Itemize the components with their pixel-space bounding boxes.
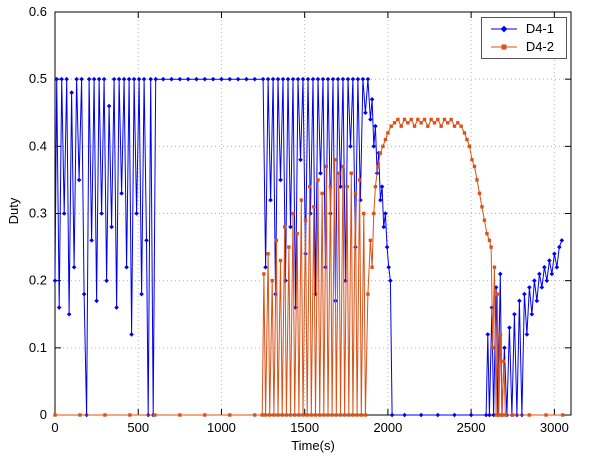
svg-text:0: 0 [51, 420, 58, 435]
legend-label-d4-2: D4-2 [525, 39, 554, 54]
legend-item-d4-1: D4-1 [489, 21, 554, 36]
svg-text:0.1: 0.1 [29, 340, 47, 355]
legend-item-d4-2: D4-2 [489, 39, 554, 54]
svg-text:0.4: 0.4 [29, 138, 47, 153]
legend-label-d4-1: D4-1 [525, 21, 554, 36]
svg-text:500: 500 [127, 420, 149, 435]
x-axis-label: Time(s) [291, 438, 335, 453]
svg-text:0.3: 0.3 [29, 206, 47, 221]
legend: D4-1 D4-2 [480, 17, 567, 59]
svg-text:0.2: 0.2 [29, 273, 47, 288]
svg-text:1000: 1000 [207, 420, 236, 435]
svg-text:0: 0 [40, 407, 47, 422]
svg-text:3000: 3000 [540, 420, 569, 435]
svg-text:2500: 2500 [457, 420, 486, 435]
svg-text:1500: 1500 [290, 420, 319, 435]
svg-text:2000: 2000 [373, 420, 402, 435]
svg-text:0.5: 0.5 [29, 71, 47, 86]
svg-text:0.6: 0.6 [29, 4, 47, 19]
y-axis-label: Duty [6, 197, 21, 225]
d4-2-line-marker-icon [490, 44, 517, 50]
d4-1-line-marker-icon [490, 25, 517, 33]
